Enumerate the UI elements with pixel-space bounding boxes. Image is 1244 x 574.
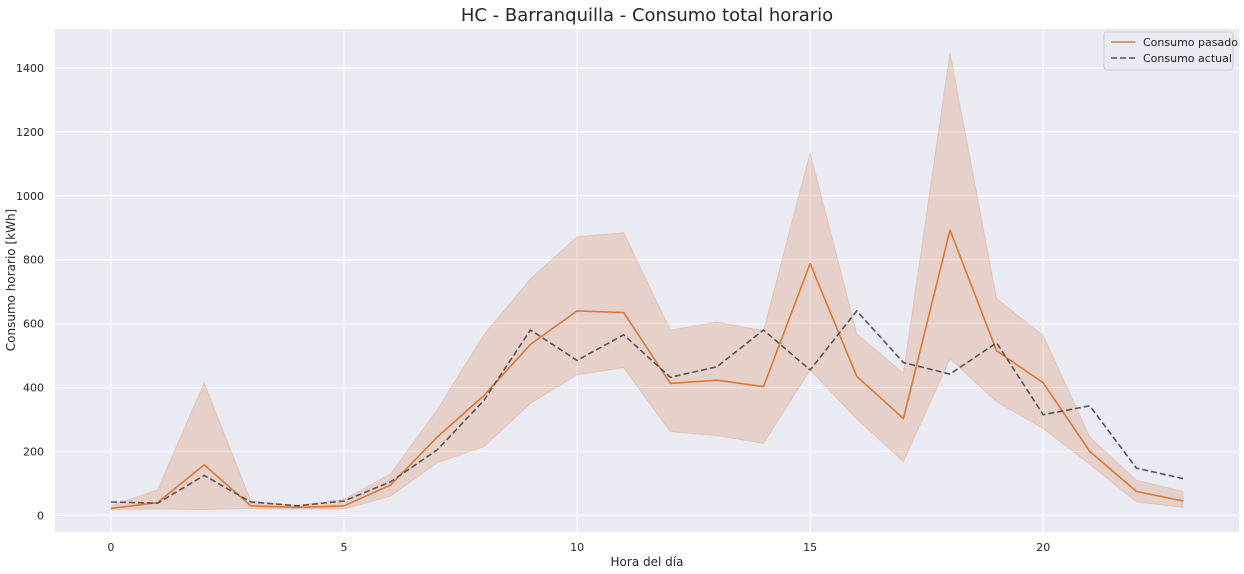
x-tick-label: 20	[1036, 541, 1050, 554]
chart-title: HC - Barranquilla - Consumo total horari…	[461, 5, 833, 26]
x-tick-label: 15	[803, 541, 817, 554]
y-tick-label: 600	[23, 318, 44, 331]
y-axis-label: Consumo horario [kWh]	[4, 209, 18, 351]
legend-label-pasado: Consumo pasado	[1143, 36, 1238, 49]
x-axis-ticks: 0 5 10 15 20	[107, 541, 1050, 554]
grid	[55, 29, 1239, 532]
legend: Consumo pasado Consumo actual	[1103, 31, 1238, 71]
confidence-band-layer	[110, 52, 1184, 511]
legend-box	[1103, 31, 1234, 71]
y-tick-label: 200	[23, 445, 44, 458]
x-axis-label: Hora del día	[611, 555, 684, 569]
y-tick-label: 400	[23, 382, 44, 395]
plot-background	[55, 29, 1239, 532]
y-tick-label: 1400	[16, 62, 44, 75]
series-layer	[110, 229, 1184, 510]
x-tick-label: 5	[341, 541, 348, 554]
confidence-band-pasado	[110, 52, 1184, 511]
y-axis-ticks: 0 200 400 600 800 1000 1200 1400	[16, 62, 44, 522]
y-tick-label: 1200	[16, 126, 44, 139]
y-tick-label: 1000	[16, 190, 44, 203]
y-tick-label: 800	[23, 254, 44, 267]
y-tick-label: 0	[37, 509, 44, 522]
x-tick-label: 10	[570, 541, 584, 554]
x-tick-label: 0	[107, 541, 114, 554]
line-consumo-actual	[110, 310, 1184, 507]
legend-label-actual: Consumo actual	[1143, 52, 1232, 65]
